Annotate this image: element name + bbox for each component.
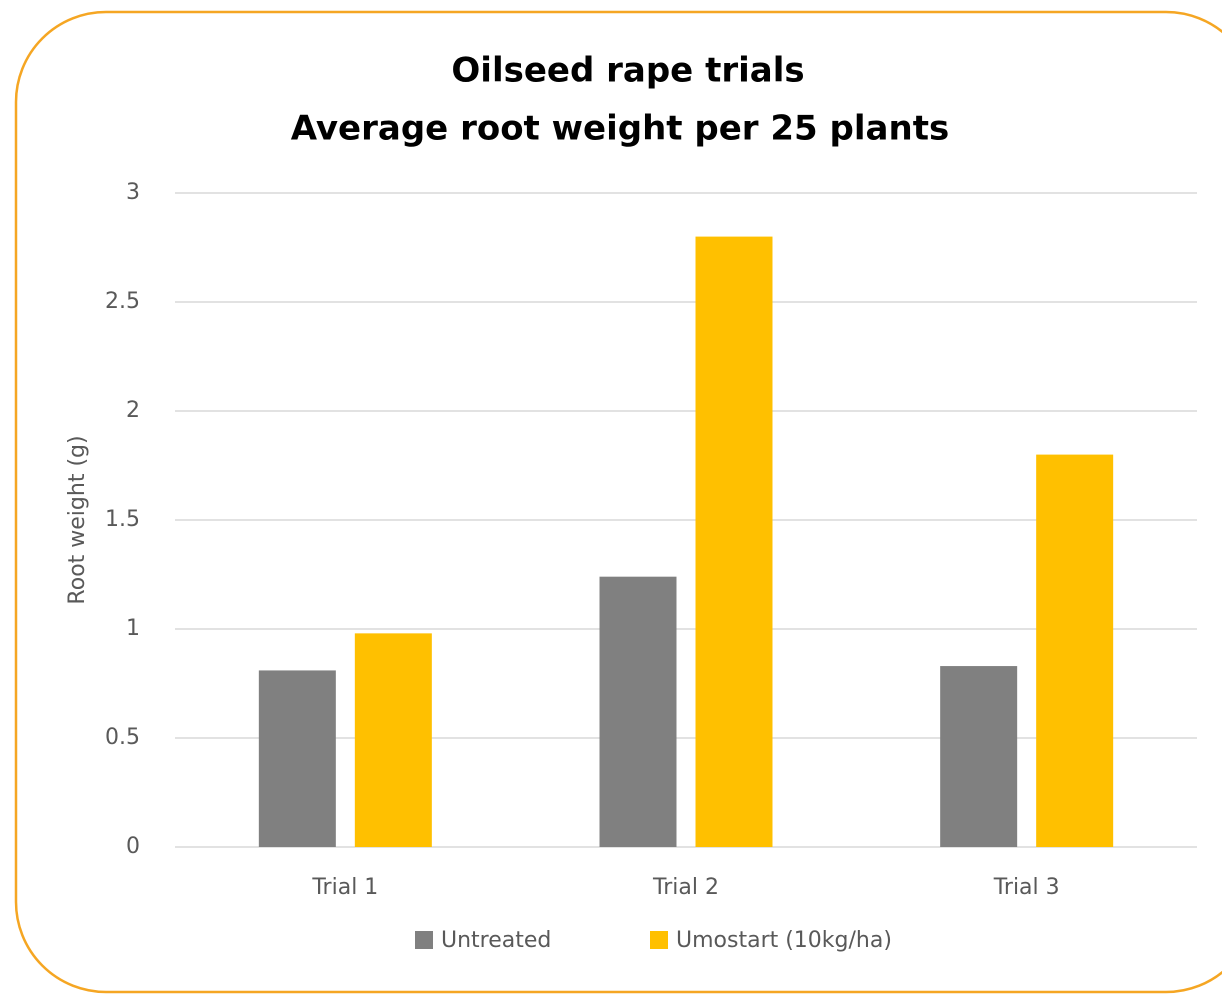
- y-tick-label: 2: [126, 398, 140, 423]
- y-tick-label: 3: [126, 180, 140, 205]
- bar: [600, 577, 677, 847]
- bar: [1036, 455, 1113, 847]
- x-tick-label: Trial 1: [311, 875, 378, 900]
- y-tick-label: 0: [126, 834, 140, 859]
- legend-swatch: [415, 931, 433, 949]
- y-tick-label: 1.5: [105, 507, 140, 532]
- y-tick-label: 1: [126, 616, 140, 641]
- bar: [355, 633, 432, 847]
- legend-label: Umostart (10kg/ha): [676, 928, 892, 953]
- bar: [259, 670, 336, 847]
- legend-swatch: [650, 931, 668, 949]
- page: {"chart_data": {"type": "bar", "title": …: [0, 0, 1222, 995]
- bar: [696, 237, 773, 847]
- y-axis-label: Root weight (g): [65, 435, 90, 604]
- bar: [940, 666, 1017, 847]
- y-tick-label: 2.5: [105, 289, 140, 314]
- chart-title: Oilseed rape trials: [451, 51, 804, 91]
- chart: Oilseed rape trials Average root weight …: [0, 0, 1222, 995]
- x-tick-label: Trial 3: [993, 875, 1060, 900]
- chart-subtitle: Average root weight per 25 plants: [291, 109, 949, 149]
- x-tick-label: Trial 2: [652, 875, 719, 900]
- legend-label: Untreated: [441, 928, 551, 953]
- y-tick-label: 0.5: [105, 725, 140, 750]
